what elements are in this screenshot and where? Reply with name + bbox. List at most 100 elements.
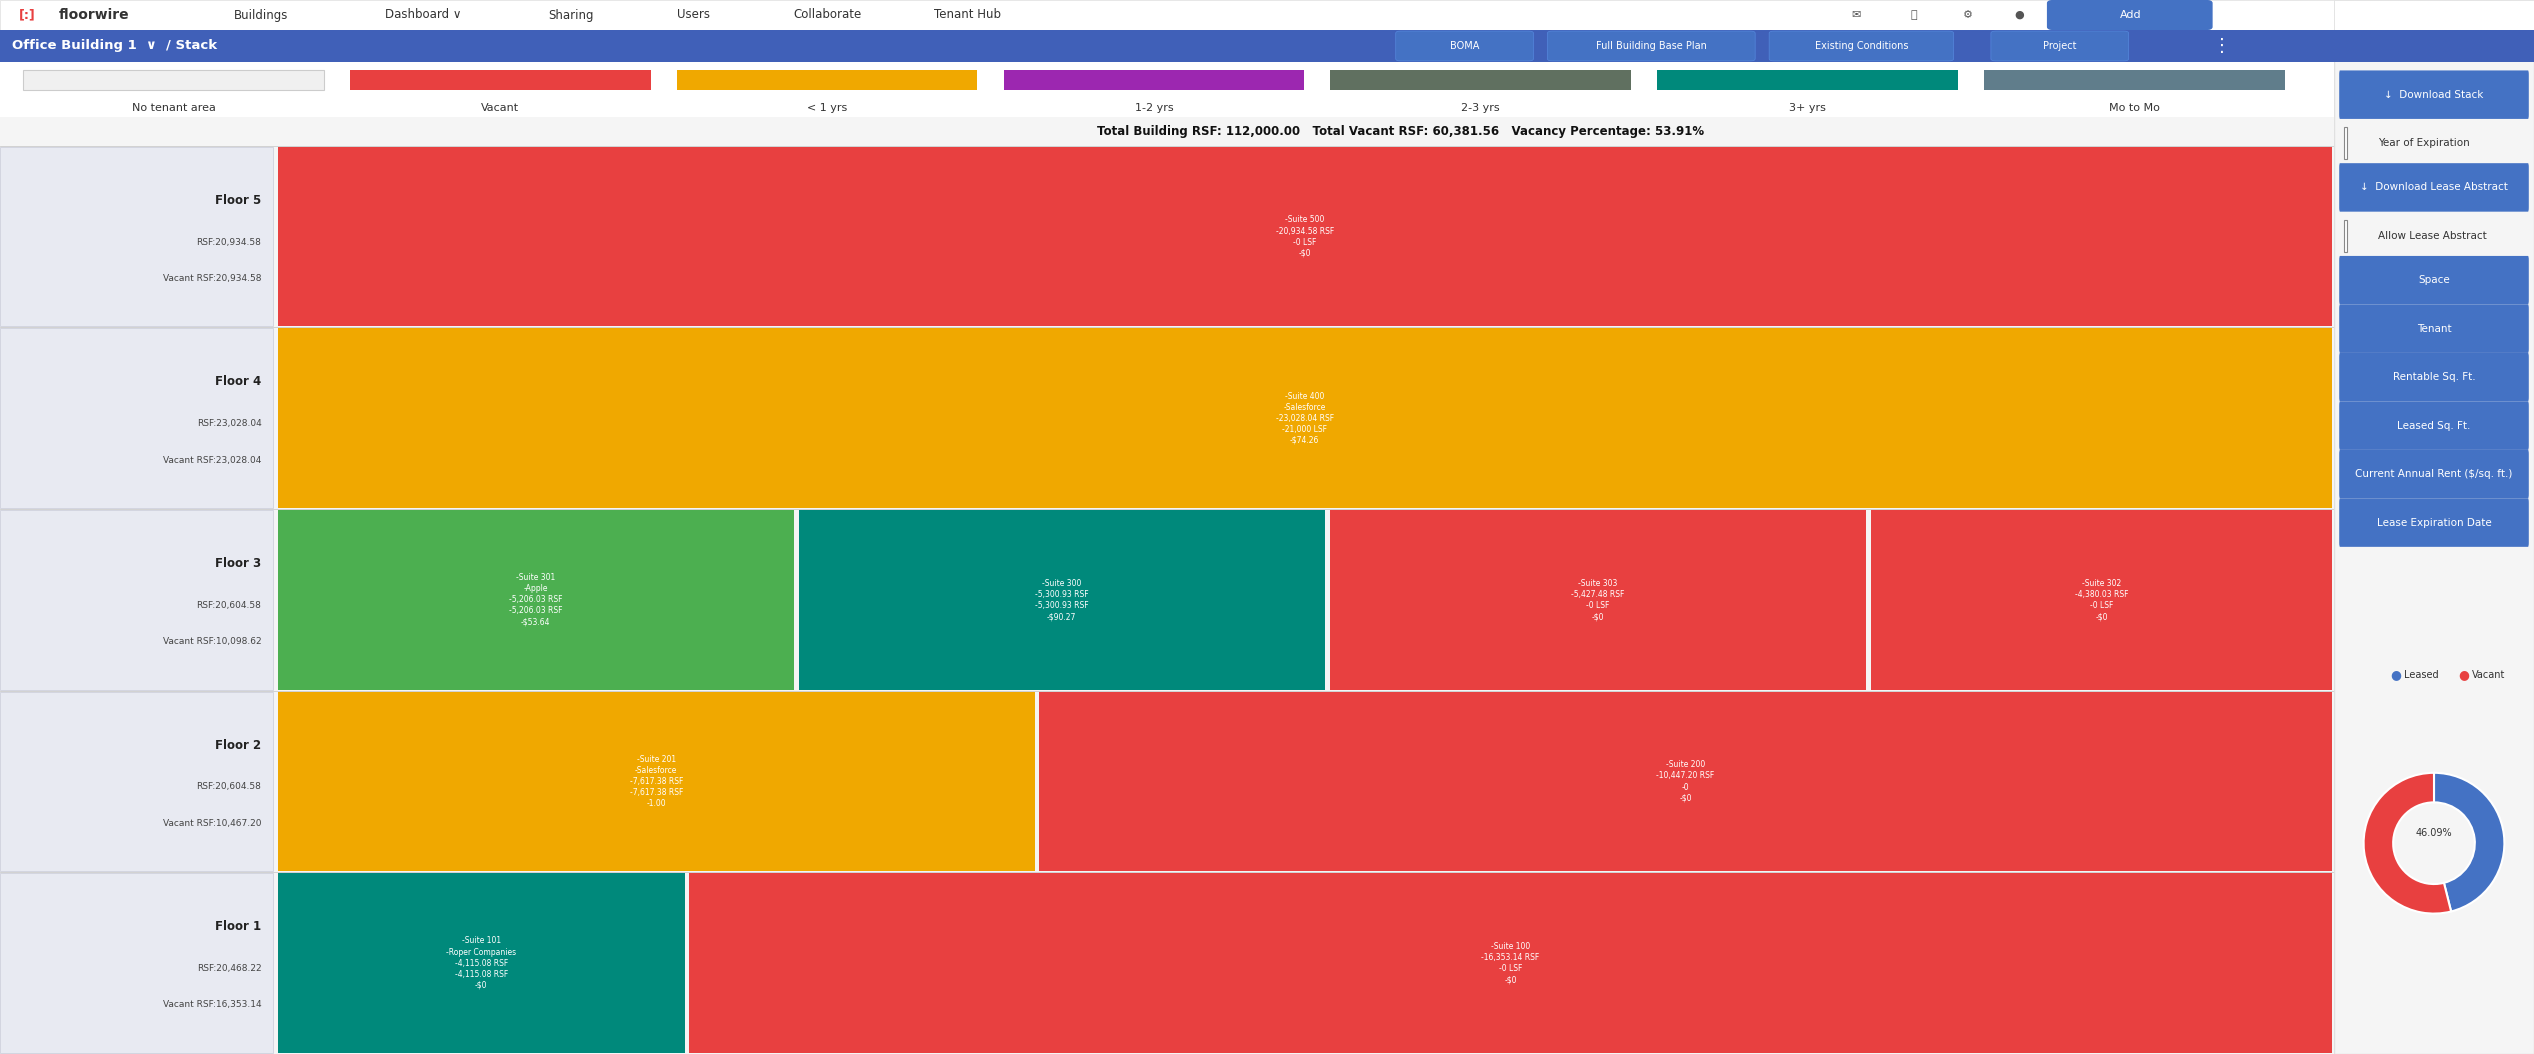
FancyBboxPatch shape <box>0 0 2334 30</box>
Text: Vacant RSF:10,098.62: Vacant RSF:10,098.62 <box>162 638 261 646</box>
FancyBboxPatch shape <box>279 510 793 689</box>
FancyBboxPatch shape <box>1396 31 1533 61</box>
Text: Tenant Hub: Tenant Hub <box>933 8 1001 21</box>
Text: ●: ● <box>2458 668 2468 681</box>
Text: ●: ● <box>2015 9 2025 20</box>
Text: No tenant area: No tenant area <box>132 102 215 113</box>
Text: RSF:20,604.58: RSF:20,604.58 <box>198 601 261 610</box>
FancyBboxPatch shape <box>279 329 2331 508</box>
Text: -Suite 200
-10,447.20 RSF
-0
-$0: -Suite 200 -10,447.20 RSF -0 -$0 <box>1657 760 1716 803</box>
Text: Vacant: Vacant <box>2473 669 2506 680</box>
Text: Collaborate: Collaborate <box>793 8 862 21</box>
Text: -Suite 302
-4,380.03 RSF
-0 LSF
-$0: -Suite 302 -4,380.03 RSF -0 LSF -$0 <box>2075 579 2129 621</box>
FancyBboxPatch shape <box>2344 220 2346 252</box>
FancyBboxPatch shape <box>1003 71 1305 90</box>
Text: Office Building 1  ∨  / Stack: Office Building 1 ∨ / Stack <box>13 39 218 53</box>
Text: Current Annual Rent ($/sq. ft.): Current Annual Rent ($/sq. ft.) <box>2354 469 2514 480</box>
Text: Floor 4: Floor 4 <box>215 375 261 389</box>
FancyBboxPatch shape <box>0 691 274 872</box>
Text: Leased: Leased <box>2405 669 2438 680</box>
Text: ↓  Download Stack: ↓ Download Stack <box>2384 90 2483 100</box>
Text: Vacant RSF:23,028.04: Vacant RSF:23,028.04 <box>162 455 261 465</box>
Text: ●: ● <box>2390 668 2400 681</box>
FancyBboxPatch shape <box>1769 31 1954 61</box>
Text: RSF:20,468.22: RSF:20,468.22 <box>198 964 261 973</box>
Text: Total Building RSF: 112,000.00   Total Vacant RSF: 60,381.56   Vacancy Percentag: Total Building RSF: 112,000.00 Total Vac… <box>1097 125 1703 138</box>
Text: Dashboard ∨: Dashboard ∨ <box>385 8 461 21</box>
Text: -Suite 201
-Salesforce
-7,617.38 RSF
-7,617.38 RSF
-1.00: -Suite 201 -Salesforce -7,617.38 RSF -7,… <box>628 755 684 808</box>
Text: Allow Lease Abstract: Allow Lease Abstract <box>2377 231 2486 241</box>
Text: Buildings: Buildings <box>233 8 289 21</box>
Text: 46.09%: 46.09% <box>2415 827 2453 838</box>
Text: 53.91%: 53.91% <box>2415 891 2453 901</box>
Text: Users: Users <box>677 8 710 21</box>
FancyBboxPatch shape <box>1992 31 2129 61</box>
Text: -Suite 500
-20,934.58 RSF
-0 LSF
-$0: -Suite 500 -20,934.58 RSF -0 LSF -$0 <box>1275 215 1333 258</box>
Text: floorwire: floorwire <box>58 8 129 22</box>
Text: Floor 2: Floor 2 <box>215 739 261 752</box>
FancyBboxPatch shape <box>23 71 324 90</box>
FancyBboxPatch shape <box>279 874 684 1053</box>
Text: Project: Project <box>2042 41 2075 51</box>
Text: 1-2 yrs: 1-2 yrs <box>1135 102 1173 113</box>
FancyBboxPatch shape <box>677 71 978 90</box>
FancyBboxPatch shape <box>0 147 274 327</box>
Text: Vacant RSF:16,353.14: Vacant RSF:16,353.14 <box>162 1000 261 1010</box>
FancyBboxPatch shape <box>279 691 1034 872</box>
Text: Rentable Sq. Ft.: Rentable Sq. Ft. <box>2392 372 2476 383</box>
FancyBboxPatch shape <box>1870 510 2331 689</box>
Text: RSF:20,604.58: RSF:20,604.58 <box>198 782 261 792</box>
Text: ⋮: ⋮ <box>2212 37 2230 55</box>
Text: -Suite 301
-Apple
-5,206.03 RSF
-5,206.03 RSF
-$53.64: -Suite 301 -Apple -5,206.03 RSF -5,206.0… <box>509 573 563 626</box>
Text: -Suite 300
-5,300.93 RSF
-5,300.93 RSF
-$90.27: -Suite 300 -5,300.93 RSF -5,300.93 RSF -… <box>1034 579 1090 621</box>
Text: 🔍: 🔍 <box>1911 9 1918 20</box>
Text: ↓  Download Lease Abstract: ↓ Download Lease Abstract <box>2359 182 2509 193</box>
Text: < 1 yrs: < 1 yrs <box>806 102 846 113</box>
FancyBboxPatch shape <box>2339 402 2529 450</box>
FancyBboxPatch shape <box>2339 353 2529 402</box>
FancyBboxPatch shape <box>1330 71 1632 90</box>
FancyBboxPatch shape <box>2334 0 2534 1054</box>
FancyBboxPatch shape <box>2339 305 2529 353</box>
FancyBboxPatch shape <box>2047 0 2212 31</box>
Text: Vacant RSF:10,467.20: Vacant RSF:10,467.20 <box>162 819 261 827</box>
FancyBboxPatch shape <box>350 71 651 90</box>
FancyBboxPatch shape <box>2334 30 2534 62</box>
FancyBboxPatch shape <box>1548 31 1756 61</box>
Text: Leased Sq. Ft.: Leased Sq. Ft. <box>2397 421 2471 431</box>
FancyBboxPatch shape <box>1039 691 2331 872</box>
Text: -Suite 101
-Roper Companies
-4,115.08 RSF
-4,115.08 RSF
-$0: -Suite 101 -Roper Companies -4,115.08 RS… <box>446 937 517 990</box>
FancyBboxPatch shape <box>2339 163 2529 212</box>
Text: ⚙: ⚙ <box>1961 9 1971 20</box>
Text: RSF:20,934.58: RSF:20,934.58 <box>198 237 261 247</box>
FancyBboxPatch shape <box>0 62 2334 117</box>
FancyBboxPatch shape <box>689 874 2331 1053</box>
Text: ✉: ✉ <box>1850 9 1860 20</box>
Text: BOMA: BOMA <box>1449 41 1480 51</box>
Text: Tenant: Tenant <box>2417 324 2450 334</box>
Text: [:]: [:] <box>18 8 35 21</box>
FancyBboxPatch shape <box>1330 510 1868 689</box>
Text: Floor 3: Floor 3 <box>215 558 261 570</box>
Text: 3+ yrs: 3+ yrs <box>1789 102 1827 113</box>
Text: Floor 1: Floor 1 <box>215 920 261 934</box>
FancyBboxPatch shape <box>1657 71 1959 90</box>
Text: RSF:23,028.04: RSF:23,028.04 <box>198 419 261 428</box>
FancyBboxPatch shape <box>1984 71 2286 90</box>
FancyBboxPatch shape <box>2339 71 2529 119</box>
Text: -Suite 303
-5,427.48 RSF
-0 LSF
-$0: -Suite 303 -5,427.48 RSF -0 LSF -$0 <box>1571 579 1624 621</box>
FancyBboxPatch shape <box>2344 128 2346 159</box>
Text: Existing Conditions: Existing Conditions <box>1814 41 1908 51</box>
FancyBboxPatch shape <box>279 147 2331 327</box>
Text: Add: Add <box>2121 9 2141 20</box>
Text: Mo to Mo: Mo to Mo <box>2108 102 2159 113</box>
Text: Vacant RSF:20,934.58: Vacant RSF:20,934.58 <box>162 274 261 282</box>
FancyBboxPatch shape <box>2339 256 2529 305</box>
Text: Sharing: Sharing <box>547 8 593 21</box>
Text: Floor 5: Floor 5 <box>215 194 261 207</box>
Text: Lease Expiration Date: Lease Expiration Date <box>2377 518 2491 528</box>
Text: Year of Expiration: Year of Expiration <box>2377 138 2471 149</box>
Text: 2-3 yrs: 2-3 yrs <box>1462 102 1500 113</box>
Text: -Suite 400
-Salesforce
-23,028.04 RSF
-21,000 LSF
-$74.26: -Suite 400 -Salesforce -23,028.04 RSF -2… <box>1275 391 1333 445</box>
FancyBboxPatch shape <box>2334 0 2534 30</box>
